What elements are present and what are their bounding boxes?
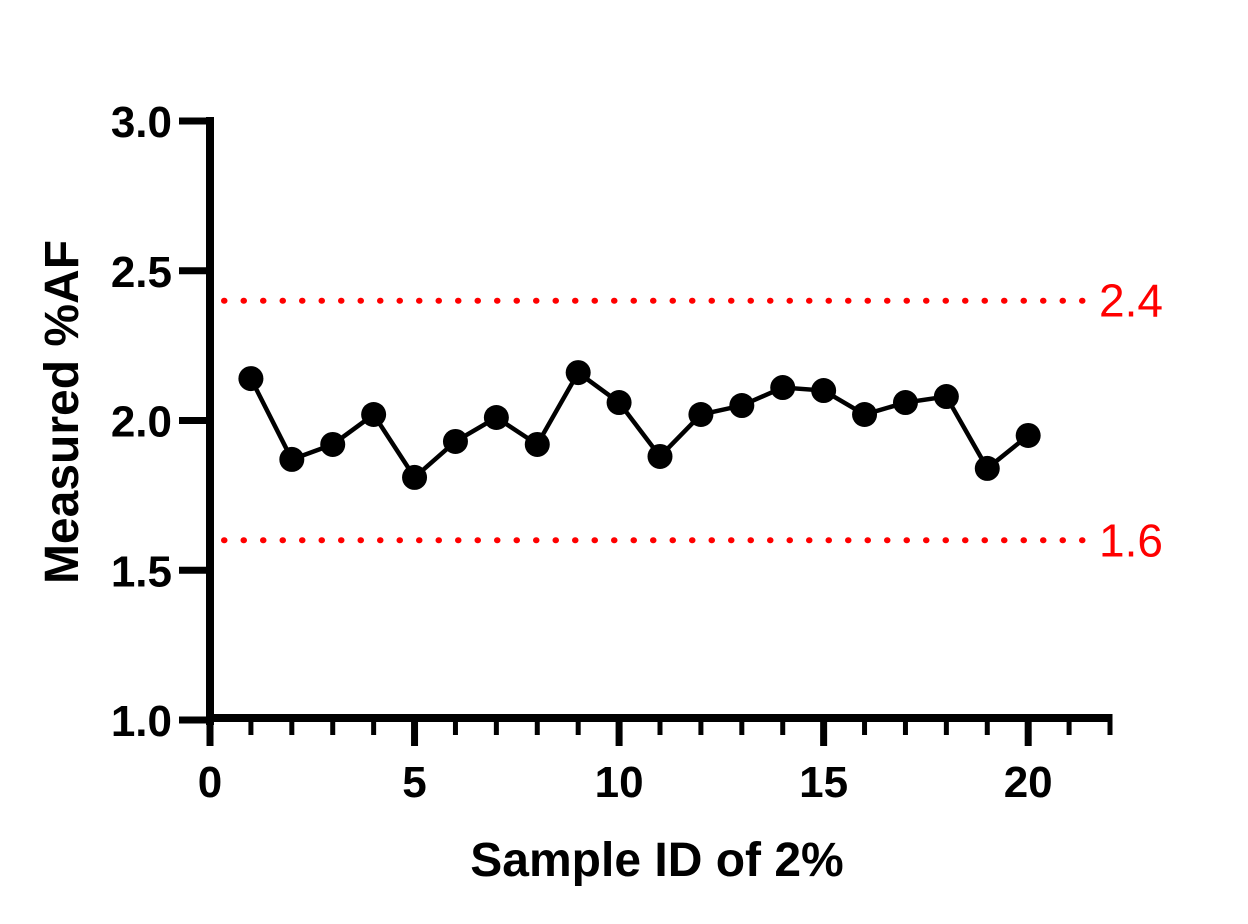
x-minor-tick [657,714,663,735]
x-tick-label: 10 [595,758,644,807]
reference-line-label: 1.6 [1099,514,1163,566]
x-minor-tick [739,714,745,735]
y-tick-label: 1.0 [111,697,172,746]
data-point-16 [852,402,878,428]
x-minor-tick [902,714,908,735]
data-point-20 [1015,422,1041,448]
data-point-14 [770,375,796,401]
y-tick-label: 3.0 [111,98,172,147]
x-minor-tick [371,714,377,735]
data-point-12 [688,402,714,428]
x-minor-tick [984,714,990,735]
data-point-17 [892,390,918,416]
x-minor-tick [943,714,949,735]
y-tick [179,566,210,574]
reference-line-label: 2.4 [1099,275,1163,327]
x-minor-tick [780,714,786,735]
x-minor-tick [862,714,868,735]
data-point-3 [320,431,346,457]
x-major-tick [206,714,214,746]
reference-lines: 2.4 1.6 [221,275,1163,566]
y-tick [179,267,210,275]
data-point-15 [811,378,837,404]
y-tick-label: 2.5 [111,248,172,297]
x-major-tick [820,714,828,746]
data-point-11 [647,443,673,469]
x-tick-label: 5 [402,758,426,807]
x-major-tick [1024,714,1032,746]
x-axis-title: Sample ID of 2% [470,834,843,887]
axes: 3.0 2.5 2.0 1.5 1.0 0 5 10 15 20 [111,98,1113,807]
data-point-6 [442,428,468,454]
x-minor-tick [698,714,704,735]
y-tick-label: 1.5 [111,547,172,596]
data-point-9 [565,360,591,386]
x-minor-tick [452,714,458,735]
x-major-tick [411,714,419,746]
x-tick-label: 20 [1004,758,1053,807]
x-tick-label: 15 [799,758,848,807]
data-point-2 [279,446,305,472]
data-point-1 [238,366,264,392]
data-point-4 [361,402,387,428]
data-point-18 [933,384,959,410]
data-point-19 [974,455,1000,481]
x-minor-tick [289,714,295,735]
x-minor-tick [1107,714,1113,735]
data-point-7 [483,405,509,431]
data-point-13 [729,393,755,419]
x-minor-tick [330,714,336,735]
y-tick [179,117,210,125]
y-tick-label: 2.0 [111,398,172,447]
x-minor-tick [575,714,581,735]
data-series [238,360,1041,490]
x-major-tick [615,714,623,746]
data-point-5 [402,464,428,490]
y-tick [179,716,210,724]
x-minor-tick [534,714,540,735]
x-tick-label: 0 [198,758,222,807]
y-axis-title: Measured %AF [36,240,89,584]
x-minor-tick [248,714,254,735]
x-minor-tick [493,714,499,735]
y-tick [179,417,210,424]
data-point-10 [606,390,632,416]
data-point-8 [524,431,550,457]
x-minor-tick [1066,714,1072,735]
